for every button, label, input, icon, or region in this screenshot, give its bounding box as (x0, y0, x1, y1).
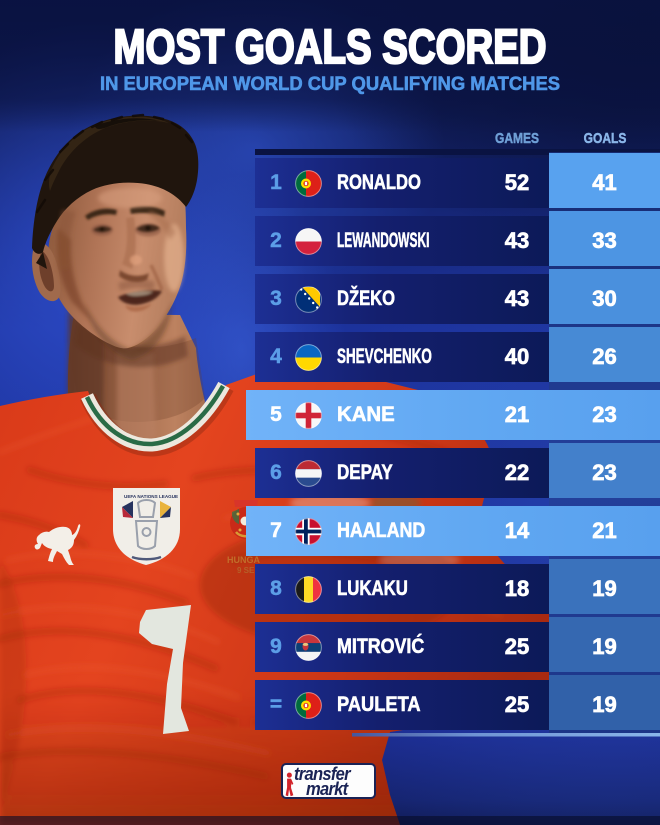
svg-text:HUNGA: HUNGA (227, 555, 260, 565)
svg-text:UEFA NATIONS LEAGUE: UEFA NATIONS LEAGUE (124, 494, 178, 499)
svg-text:9 SE: 9 SE (237, 566, 255, 575)
